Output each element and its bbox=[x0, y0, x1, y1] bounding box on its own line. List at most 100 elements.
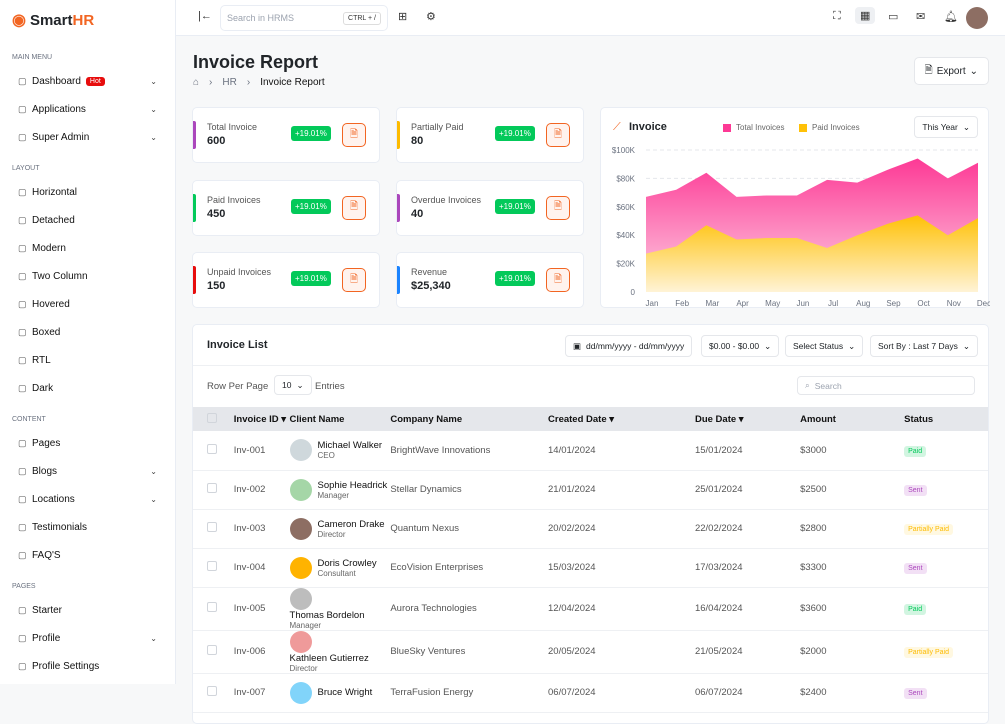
column-invoice-id[interactable]: Invoice ID ▾ bbox=[233, 407, 290, 431]
sidebar-item-detached[interactable]: ▢ Detached bbox=[18, 214, 75, 226]
table-search-input[interactable]: ⌕ Search bbox=[797, 376, 975, 395]
sidebar-item-hovered[interactable]: ▢ Hovered bbox=[18, 298, 70, 310]
layout-icon: ▢ bbox=[18, 186, 27, 197]
chat-icon[interactable]: ▭ bbox=[888, 11, 899, 23]
columns-icon: ▢ bbox=[18, 270, 27, 281]
file-icon[interactable]: 🗎 bbox=[546, 195, 570, 220]
client-name[interactable]: Thomas Bordelon bbox=[289, 609, 365, 621]
client-name[interactable]: Kathleen Gutierrez bbox=[289, 652, 369, 664]
rows-per-page-select[interactable]: 10 ⌄ bbox=[274, 375, 312, 395]
sidebar-item-modern[interactable]: ▢ Modern bbox=[18, 242, 66, 254]
logo[interactable]: ◉ Smart HR bbox=[12, 11, 95, 30]
select-all-checkbox[interactable] bbox=[207, 412, 217, 423]
row-checkbox[interactable] bbox=[207, 602, 217, 612]
user-cog-icon: ▢ bbox=[18, 660, 27, 671]
chart-title: Invoice bbox=[629, 121, 667, 133]
file-icon[interactable]: 🗎 bbox=[342, 123, 366, 147]
box-icon: ▢ bbox=[18, 326, 27, 337]
status-filter[interactable]: Select Status ⌄ bbox=[785, 335, 864, 357]
change-badge: +19.01% bbox=[495, 126, 535, 141]
home-icon[interactable]: ⌂ bbox=[193, 77, 200, 88]
column-amount[interactable]: Amount bbox=[800, 407, 905, 431]
moon-icon: ▢ bbox=[18, 382, 27, 393]
table-row[interactable]: Inv-001 Michael Walker CEO BrightWave Innov… bbox=[193, 431, 988, 471]
row-checkbox[interactable] bbox=[207, 561, 217, 571]
sidebar: ◉ Smart HR Main Menu ▢ Dashboard Hot ⌄ ▢ Applica… bbox=[0, 0, 176, 684]
change-badge: +19.01% bbox=[495, 271, 535, 286]
area-paid-invoices bbox=[646, 215, 978, 292]
sidebar-item-super-admin[interactable]: ▢ Super Admin ⌄ bbox=[18, 131, 157, 143]
status-badge: Sent bbox=[904, 485, 927, 496]
sidebar-item-boxed[interactable]: ▢ Boxed bbox=[18, 326, 61, 338]
period-select[interactable]: This Year ⌄ bbox=[914, 116, 978, 138]
fullscreen-icon[interactable]: ⛶ bbox=[833, 10, 841, 22]
avatar bbox=[289, 587, 312, 610]
legend-paid: Paid Invoices bbox=[799, 123, 860, 132]
invoice-list-card: Invoice List ▣ dd/mm/yyyy - dd/mm/yyyy $0… bbox=[192, 324, 989, 724]
column-status[interactable]: Status bbox=[904, 407, 988, 431]
table-row[interactable]: Inv-006 Kathleen Gutierrez Director BlueSky… bbox=[193, 630, 988, 674]
column-created-date[interactable]: Created Date ▾ bbox=[548, 407, 695, 431]
search-input[interactable]: Search in HRMS CTRL + / bbox=[220, 5, 388, 31]
sort-select[interactable]: Sort By : Last 7 Days ⌄ bbox=[870, 335, 978, 357]
sidebar-item-locations[interactable]: ▢ Locations ⌄ bbox=[18, 493, 157, 505]
table-row[interactable]: Inv-003 Cameron Drake Director Quantum Nexu… bbox=[193, 509, 988, 549]
file-icon[interactable]: 🗎 bbox=[342, 195, 366, 220]
file-icon[interactable]: 🗎 bbox=[342, 268, 366, 292]
chevron-down-icon: ⌄ bbox=[150, 132, 157, 142]
client-name[interactable]: Bruce Wright bbox=[317, 687, 373, 698]
client-name[interactable]: Doris Crowley bbox=[317, 557, 377, 569]
section-heading: Layout bbox=[12, 165, 40, 172]
column-client-name[interactable]: Client Name bbox=[289, 407, 391, 431]
sidebar-item-dashboard[interactable]: ▢ Dashboard Hot ⌄ bbox=[18, 75, 157, 87]
date-range-picker[interactable]: ▣ dd/mm/yyyy - dd/mm/yyyy bbox=[565, 335, 693, 357]
table-row[interactable]: Inv-002 Sophie Headrick Manager Stellar Dyn… bbox=[193, 470, 988, 510]
logo-icon: ◉ bbox=[12, 12, 26, 29]
sidebar-item-dark[interactable]: ▢ Dark bbox=[18, 382, 54, 394]
column-company-name[interactable]: Company Name bbox=[390, 407, 549, 431]
x-tick-label: Apr bbox=[736, 299, 749, 308]
sidebar-item-testimonials[interactable]: ▢ Testimonials bbox=[18, 521, 88, 533]
sidebar-item-horizontal[interactable]: ▢ Horizontal bbox=[18, 186, 78, 198]
table-row[interactable]: Inv-007 Bruce Wright TerraFusion Energy 06/… bbox=[193, 673, 988, 713]
avatar bbox=[289, 630, 312, 653]
row-checkbox[interactable] bbox=[207, 443, 217, 454]
client-name[interactable]: Cameron Drake bbox=[317, 518, 385, 530]
avatar[interactable] bbox=[966, 7, 988, 29]
notification-bell-icon[interactable]: 🔔︎ bbox=[944, 11, 958, 23]
row-checkbox[interactable] bbox=[207, 686, 217, 696]
file-icon[interactable]: 🗎 bbox=[546, 268, 570, 292]
row-checkbox[interactable] bbox=[207, 645, 217, 655]
sidebar-item-applications[interactable]: ▢ Applications ⌄ bbox=[18, 103, 157, 115]
grid-icon: ▢ bbox=[18, 242, 27, 253]
export-button[interactable]: 🗎 Export ⌄ bbox=[913, 57, 989, 85]
collapse-sidebar-icon[interactable]: |← bbox=[198, 10, 212, 22]
mail-icon[interactable]: ✉ bbox=[916, 11, 926, 23]
avatar bbox=[289, 681, 312, 704]
client-name[interactable]: Michael Walker bbox=[317, 440, 383, 452]
row-checkbox[interactable] bbox=[207, 483, 217, 493]
column-due-date[interactable]: Due Date ▾ bbox=[694, 407, 801, 431]
breadcrumb-hr[interactable]: HR bbox=[222, 77, 237, 88]
layout-icon[interactable]: ▦ bbox=[855, 7, 876, 24]
sidebar-item-profile[interactable]: ▢ Profile ⌄ bbox=[18, 632, 157, 644]
row-checkbox[interactable] bbox=[207, 522, 217, 532]
table-row[interactable]: Inv-004 Doris Crowley Consultant EcoVision … bbox=[193, 548, 988, 588]
file-icon[interactable]: 🗎 bbox=[546, 123, 570, 147]
stat-card-revenue: Revenue $25,340 +19.01% 🗎 bbox=[396, 252, 584, 308]
amount-filter[interactable]: $0.00 - $0.00 ⌄ bbox=[701, 335, 780, 357]
settings-icon[interactable]: ⚙ bbox=[426, 11, 436, 23]
sidebar-item-faq-s[interactable]: ▢ FAQ'S bbox=[18, 549, 61, 561]
sidebar-item-two-column[interactable]: ▢ Two Column bbox=[18, 270, 88, 282]
table-row[interactable]: Inv-005 Thomas Bordelon Manager Aurora Tech… bbox=[193, 587, 988, 631]
sidebar-item-blogs[interactable]: ▢ Blogs ⌄ bbox=[18, 465, 157, 477]
sidebar-item-starter[interactable]: ▢ Starter bbox=[18, 604, 63, 616]
client-name[interactable]: Sophie Headrick bbox=[317, 479, 388, 491]
topbar: |← Search in HRMS CTRL + / ⊞ ⚙ ⛶ ▦ ▭ ✉ 🔔︎ bbox=[176, 0, 1005, 36]
sidebar-item-rtl[interactable]: ▢ RTL bbox=[18, 354, 51, 366]
sidebar-item-pages[interactable]: ▢ Pages bbox=[18, 437, 61, 449]
apps-grid-icon[interactable]: ⊞ bbox=[398, 11, 408, 23]
x-tick-label: Sep bbox=[886, 299, 901, 308]
avatar bbox=[289, 556, 312, 579]
sidebar-item-profile-settings[interactable]: ▢ Profile Settings bbox=[18, 660, 100, 672]
